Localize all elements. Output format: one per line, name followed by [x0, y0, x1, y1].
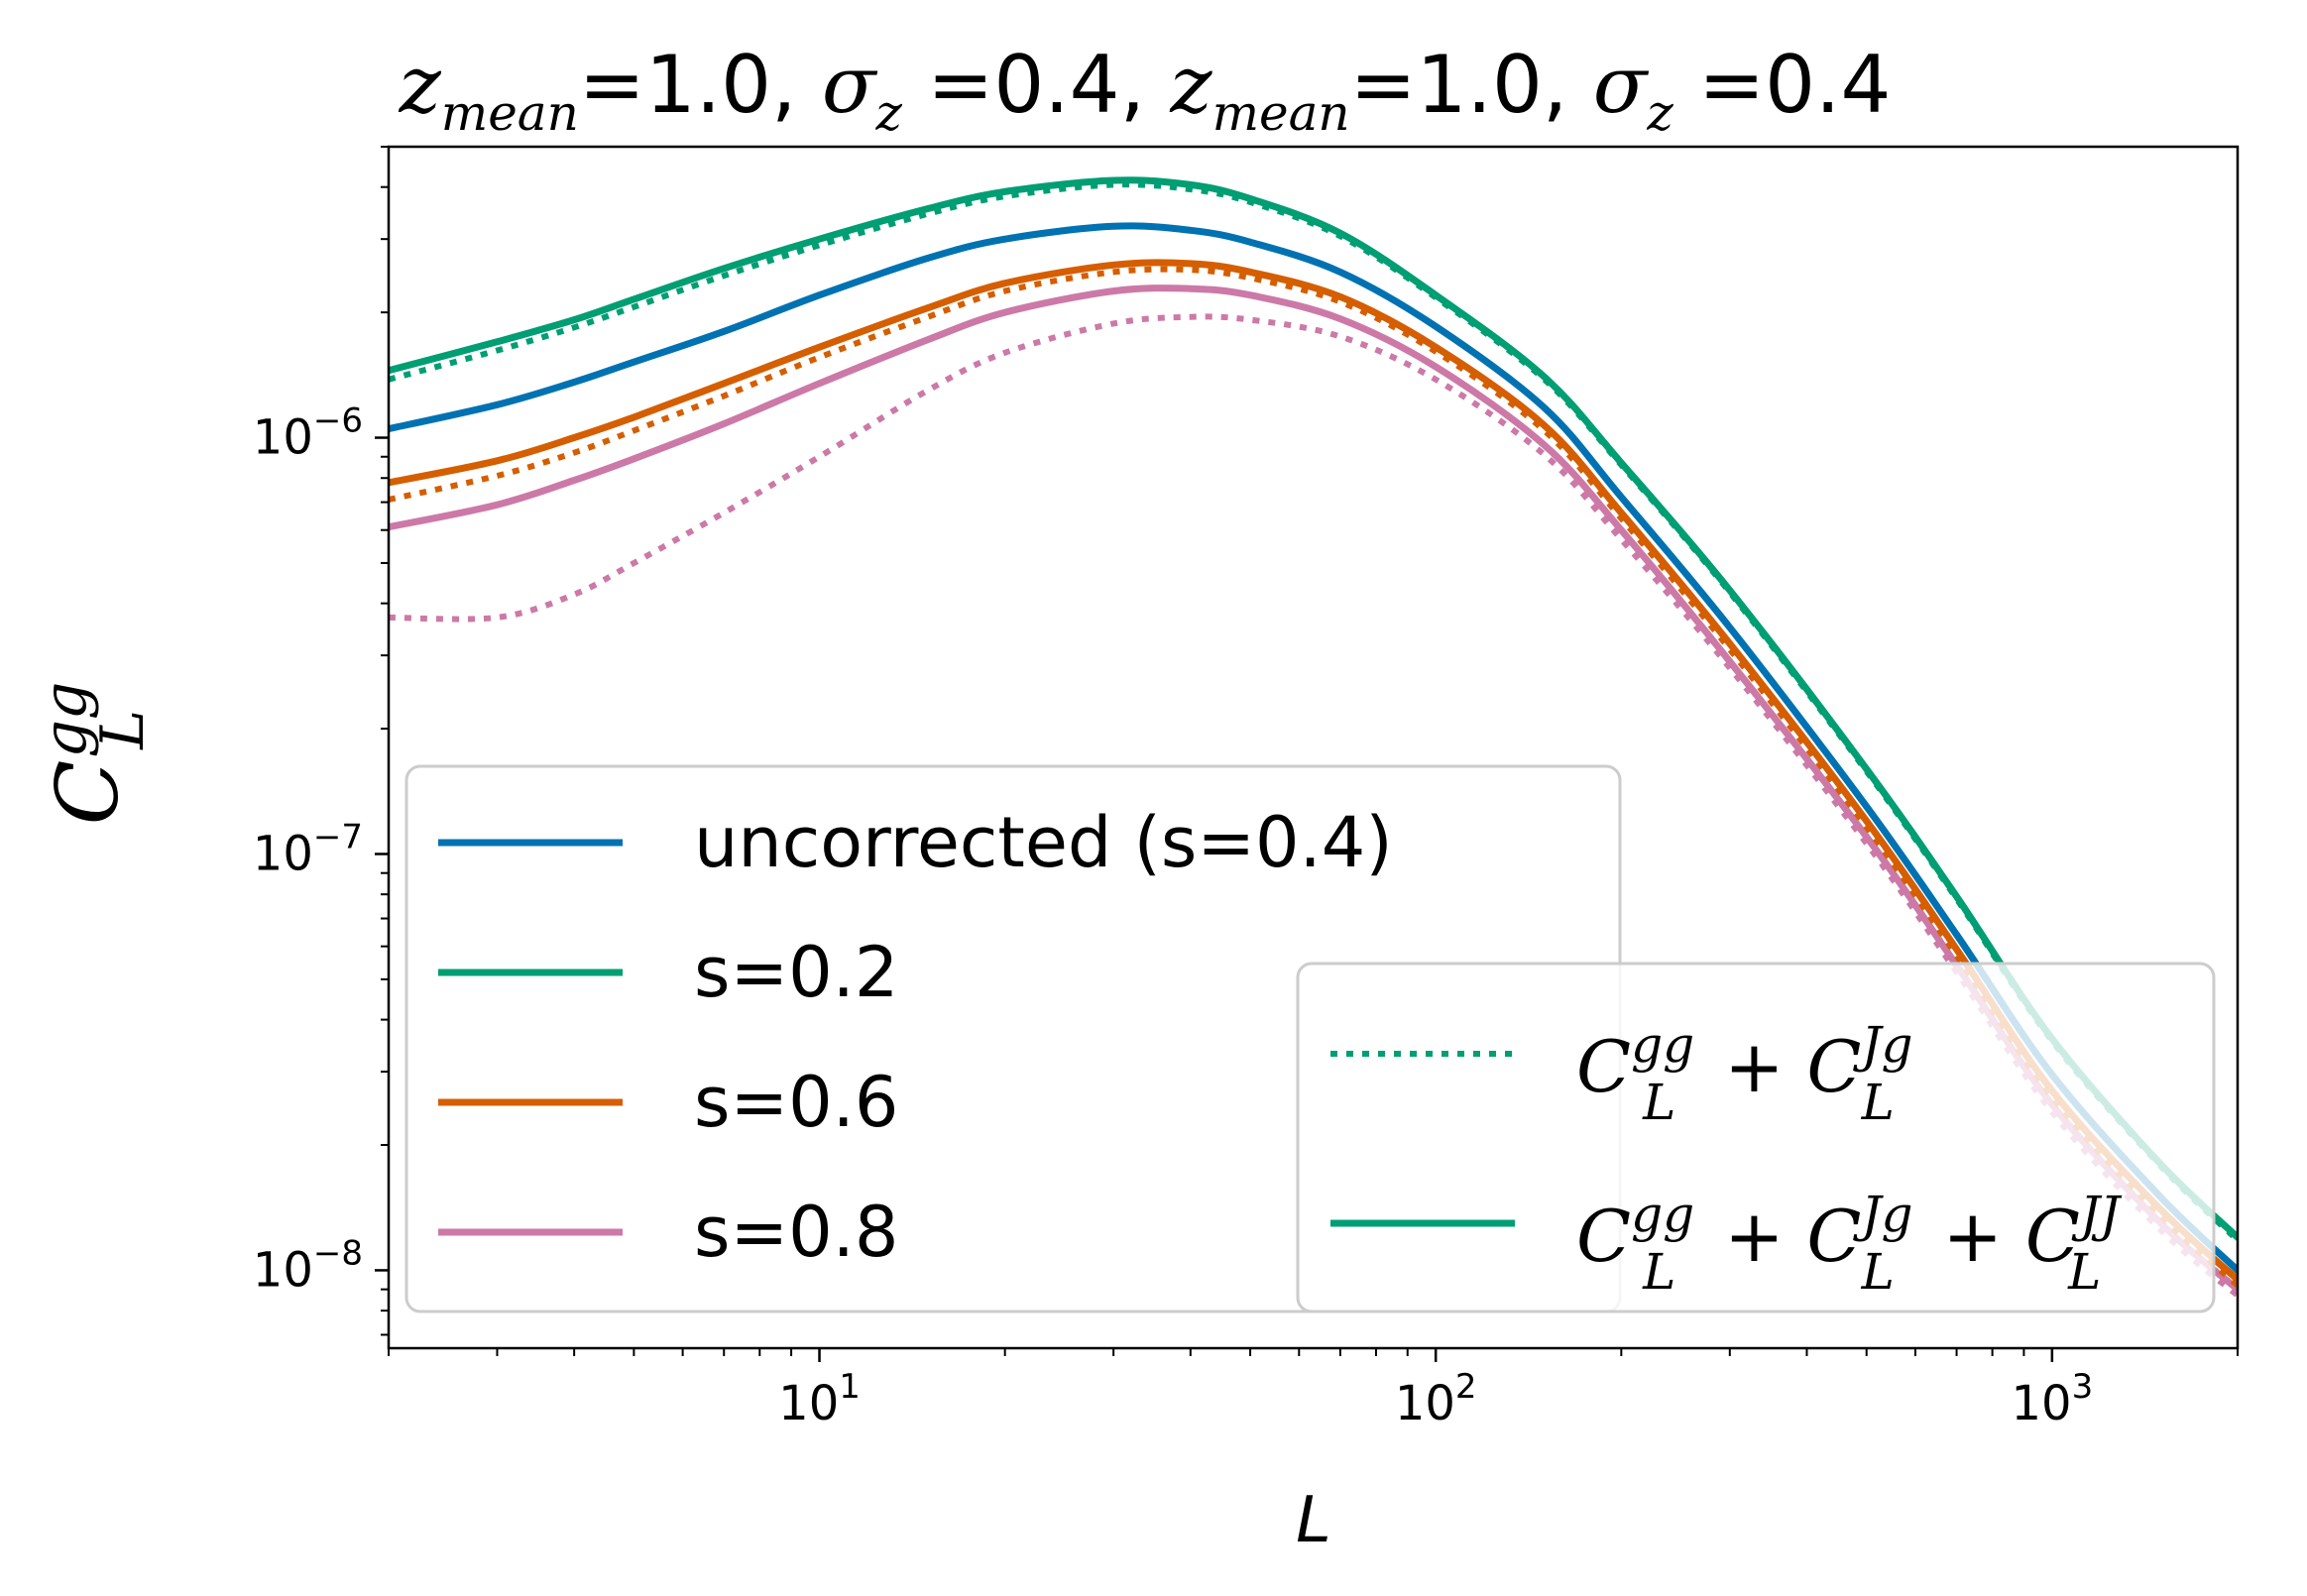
- y-axis-label: CggL: [31, 682, 158, 826]
- y-tick-label: 10−8: [253, 1233, 363, 1298]
- x-tick-label: 102: [1395, 1367, 1477, 1431]
- svg-text:CggL: CggL: [31, 682, 158, 826]
- series-line-s-0-6: [389, 259, 2238, 1284]
- series-line-s-0-2: [389, 176, 2238, 1241]
- legend-label-s-0-2: s=0.2: [694, 932, 898, 1013]
- tick-layer: 101 102 103 10−6 10−7 10−8: [253, 146, 2239, 1431]
- series-line-uncorrected-s-0-4: [389, 222, 2238, 1274]
- legend-style: Cgg L + CJg L Cgg L + CJg L + CJJ L: [1296, 962, 2216, 1313]
- plot-frame: [387, 145, 2240, 1350]
- legend-style-box: [1296, 962, 2216, 1313]
- chart-title: zmean=1.0, σz =0.4, zmean=1.0, σz =0.4: [399, 39, 1892, 142]
- x-tick-label: 103: [2012, 1367, 2094, 1431]
- x-axis-label: L: [1296, 1484, 1331, 1557]
- legend-label-s-0-8: s=0.8: [694, 1192, 898, 1273]
- legend-label-solid: Cgg L + CJg L + CJJ L: [1576, 1186, 2123, 1301]
- legend-label-uncorrected-s-0-4: uncorrected (s=0.4): [694, 802, 1393, 883]
- x-tick-label: 101: [778, 1367, 861, 1431]
- y-tick-label: 10−7: [253, 817, 363, 881]
- y-tick-label: 10−6: [253, 401, 363, 466]
- legend-label-s-0-6: s=0.6: [694, 1062, 898, 1143]
- legend-label-dotted: Cgg L + CJg L: [1576, 1016, 1913, 1131]
- series-line-s-0-6-c-l-gg-c-l-jg: [389, 266, 2238, 1288]
